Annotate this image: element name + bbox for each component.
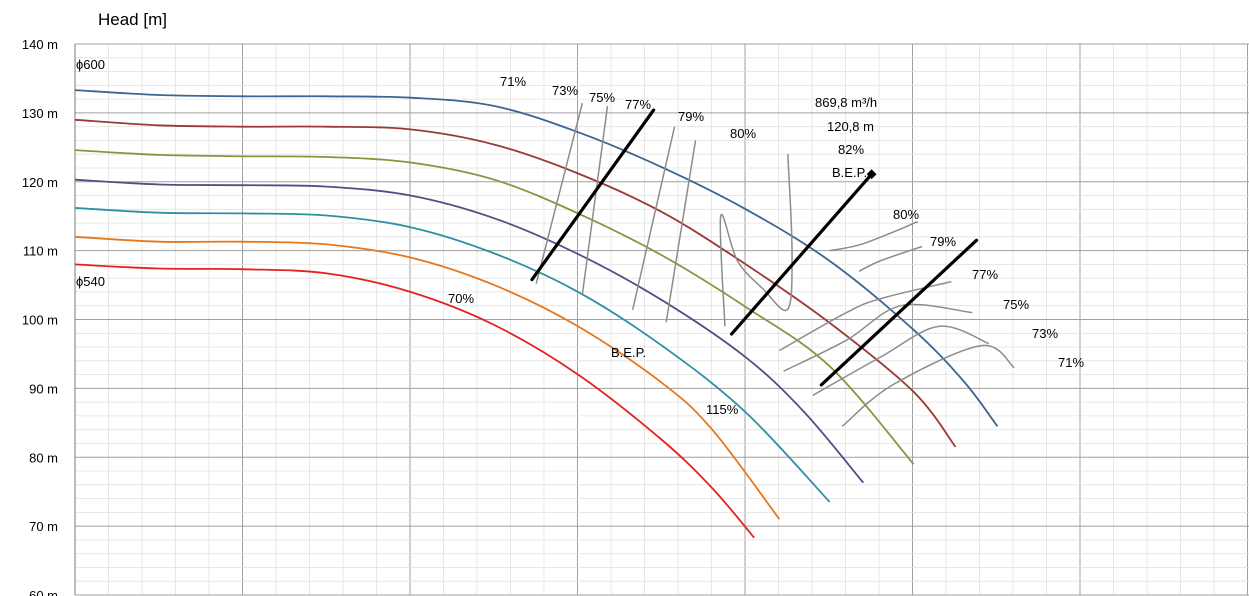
bep-flow: 869,8 m³/h	[815, 95, 877, 110]
bep-efficiency: 82%	[838, 142, 864, 157]
y-tick-label: 70 m	[29, 519, 58, 534]
y-axis-title: Head [m]	[98, 10, 167, 29]
eff-label-right-75: 75%	[1003, 297, 1029, 312]
bep-label: B.E.P.	[832, 165, 867, 180]
y-tick-label: 140 m	[22, 37, 58, 52]
eff-label-right-77: 77%	[972, 267, 998, 282]
eff-label-right-79: 79%	[930, 234, 956, 249]
impeller-max-label: ϕ600	[76, 57, 105, 72]
bep-lines	[532, 110, 977, 385]
y-tick-label: 110 m	[23, 244, 58, 259]
bep-line-2	[821, 240, 976, 385]
eff-label-right-73: 73%	[1032, 326, 1058, 341]
y-tick-label: 60 m	[29, 588, 58, 596]
y-tick-label: 90 m	[29, 381, 58, 396]
eff-label-top-80: 80%	[730, 126, 756, 141]
efficiency-line-0	[536, 103, 582, 283]
pct-115-label: 115%	[706, 402, 739, 417]
y-tick-label: 130 m	[22, 106, 58, 121]
head-curve-4	[75, 208, 830, 502]
efficiency-line-5	[830, 222, 918, 251]
bep-head: 120,8 m	[827, 119, 874, 134]
head-curve-1	[75, 120, 956, 447]
efficiency-line-4	[720, 154, 792, 326]
eff-label-top-77: 77%	[625, 97, 651, 112]
eff-label-top-71: 71%	[500, 74, 526, 89]
eff-label-right-71: 71%	[1058, 355, 1084, 370]
head-curve-2	[75, 150, 914, 464]
eff-label-top-75: 75%	[589, 90, 615, 105]
eff-label-right-80: 80%	[893, 207, 919, 222]
eff-label-top-79: 79%	[678, 109, 704, 124]
bep-lower-label: B.E.P.	[611, 345, 646, 360]
y-tick-label: 80 m	[29, 450, 58, 465]
pct-70-label: 70%	[448, 291, 474, 306]
y-tick-labels: 60 m 70 m 80 m 90 m 100 m 110 m 120 m 130 m 140 …	[22, 37, 58, 596]
bep-line-0	[532, 110, 654, 280]
y-tick-label: 100 m	[22, 313, 58, 328]
eff-label-top-73: 73%	[552, 83, 578, 98]
y-tick-label: 120 m	[22, 175, 58, 190]
impeller-min-label: ϕ540	[76, 274, 105, 289]
